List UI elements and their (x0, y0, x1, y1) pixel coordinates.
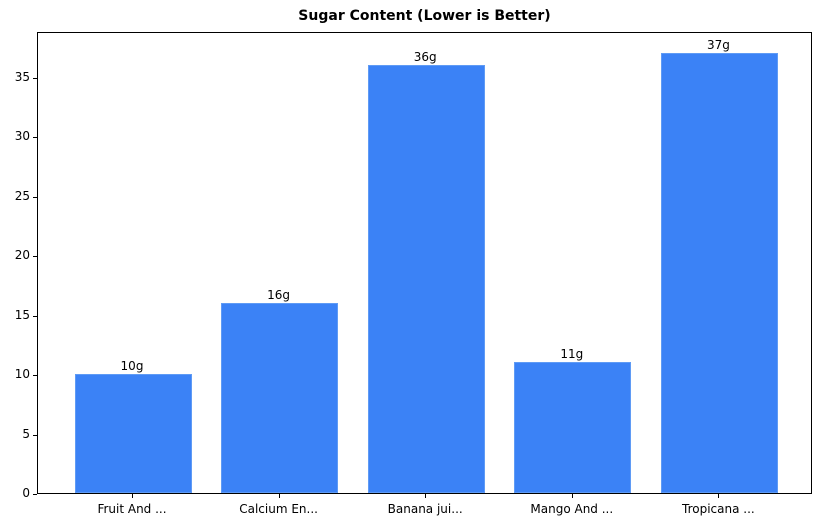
plot-area (37, 32, 812, 494)
x-tick (718, 494, 720, 498)
bar-value-label: 10g (120, 359, 144, 374)
bar-value-label: 16g (267, 287, 291, 302)
x-tick (571, 494, 573, 498)
y-tick-label: 0 (22, 486, 30, 500)
y-tick (33, 137, 37, 139)
bar (514, 362, 632, 493)
y-tick-label: 25 (14, 188, 30, 203)
y-tick (33, 315, 37, 317)
bar (221, 302, 339, 493)
y-tick-label: 35 (14, 69, 30, 84)
y-tick (33, 375, 37, 377)
x-tick-label: Tropicana ... (682, 502, 755, 516)
bar (74, 374, 192, 493)
y-tick (33, 434, 37, 436)
y-tick-label: 20 (14, 248, 30, 263)
bar-value-label: 36g (413, 49, 437, 64)
bar-value-label: 11g (560, 347, 584, 362)
y-tick-label: 10 (14, 367, 30, 382)
x-tick (278, 494, 280, 498)
y-tick (33, 77, 37, 79)
y-tick (33, 256, 37, 258)
chart-title: Sugar Content (Lower is Better) (298, 8, 551, 24)
x-tick (132, 494, 133, 498)
y-tick-label: 15 (14, 307, 30, 322)
y-tick-label: 5 (22, 426, 30, 441)
bar (660, 53, 778, 493)
y-tick (33, 196, 37, 198)
x-tick (425, 494, 427, 498)
y-tick (33, 494, 37, 495)
x-tick-label: Mango And ... (530, 502, 614, 516)
y-tick-label: 30 (14, 129, 30, 144)
x-tick-label: Banana jui... (387, 502, 463, 516)
bar (367, 64, 485, 493)
x-tick-label: Calcium En... (239, 502, 318, 516)
x-tick-label: Fruit And ... (97, 502, 167, 516)
bar-value-label: 37g (706, 38, 730, 52)
